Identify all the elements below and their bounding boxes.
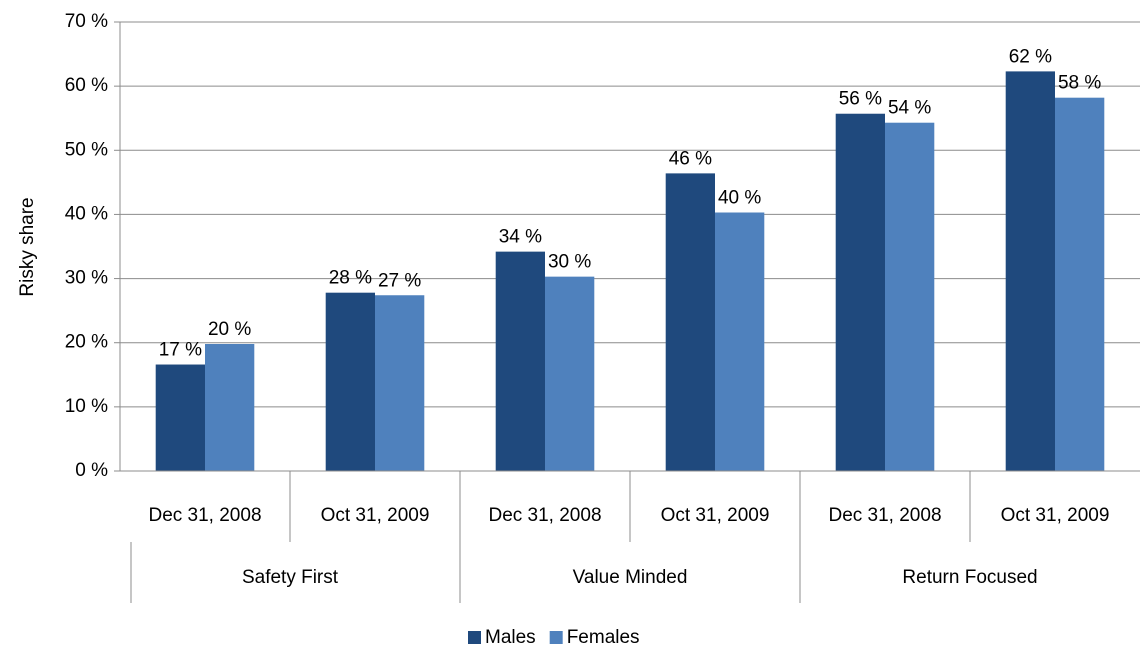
x-tick-label: Oct 31, 2009: [661, 505, 770, 526]
bar: [205, 343, 255, 471]
x-tick-label: Oct 31, 2009: [321, 505, 430, 526]
legend-swatch: [549, 631, 563, 644]
bar: [885, 122, 935, 471]
data-label: 34 %: [499, 227, 542, 248]
data-label: 56 %: [839, 89, 882, 110]
legend-swatch: [468, 631, 481, 644]
bar: [495, 251, 545, 471]
group-label: Value Minded: [573, 567, 688, 588]
data-label: 40 %: [718, 188, 761, 209]
data-label: 17 %: [159, 340, 202, 361]
y-tick-label: 70 %: [65, 11, 108, 32]
legend-label: Males: [485, 627, 536, 648]
x-tick-label: Oct 31, 2009: [1001, 505, 1110, 526]
y-tick-label: 50 %: [65, 139, 108, 160]
data-label: 46 %: [669, 148, 712, 169]
data-label: 54 %: [888, 98, 931, 119]
y-tick-label: 10 %: [65, 396, 108, 417]
group-label: Return Focused: [902, 567, 1037, 588]
data-label: 30 %: [548, 252, 591, 273]
bar: [665, 173, 715, 471]
x-tick-label: Dec 31, 2008: [148, 505, 261, 526]
x-tick-label: Dec 31, 2008: [828, 505, 941, 526]
bar: [545, 276, 595, 471]
y-tick-label: 30 %: [65, 268, 108, 289]
y-axis-label: Risky share: [17, 197, 38, 296]
bar: [1055, 97, 1105, 471]
data-label: 27 %: [378, 270, 421, 291]
data-label: 58 %: [1058, 73, 1101, 94]
x-tick-label: Dec 31, 2008: [488, 505, 601, 526]
data-label: 28 %: [329, 268, 372, 289]
y-tick-label: 60 %: [65, 75, 108, 96]
bar: [375, 295, 425, 471]
y-tick-label: 40 %: [65, 203, 108, 224]
y-tick-label: 0 %: [75, 460, 108, 481]
bar: [715, 212, 765, 472]
data-label: 20 %: [208, 319, 251, 340]
bar: [325, 292, 375, 471]
bar: [155, 364, 205, 471]
y-tick-label: 20 %: [65, 332, 108, 353]
data-label: 62 %: [1009, 46, 1052, 67]
bar: [835, 113, 885, 471]
bar: [1005, 71, 1055, 471]
legend-label: Females: [567, 627, 640, 648]
group-label: Safety First: [242, 567, 339, 588]
